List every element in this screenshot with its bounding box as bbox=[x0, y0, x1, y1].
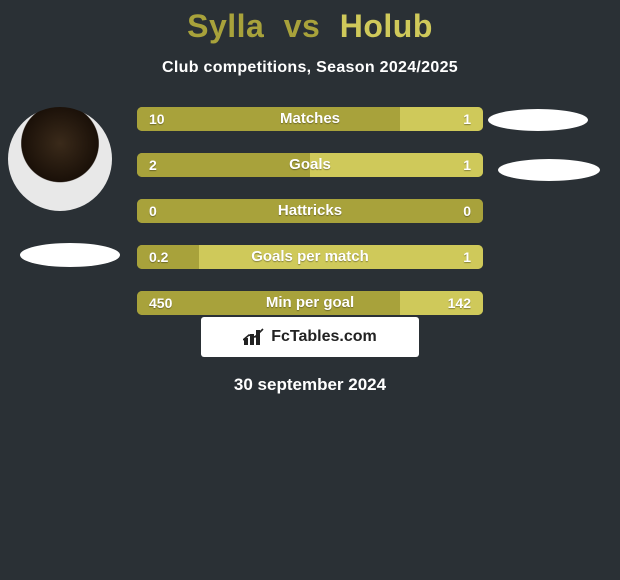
title-player2: Holub bbox=[340, 8, 433, 44]
bar-chart-icon bbox=[243, 328, 265, 346]
comparison-bars: 101Matches 21Goals 00Hattricks 0.21Goals pe… bbox=[137, 107, 483, 315]
date-label: 30 september 2024 bbox=[0, 375, 620, 395]
branding-text: FcTables.com bbox=[271, 328, 377, 346]
avatar-player1 bbox=[8, 107, 112, 211]
title-player1: Sylla bbox=[187, 8, 264, 44]
stat-row: 450142Min per goal bbox=[137, 291, 483, 315]
name-pill-player2-top bbox=[488, 109, 588, 131]
title-vs: vs bbox=[284, 8, 321, 44]
stat-row: 00Hattricks bbox=[137, 199, 483, 223]
comparison-card: Sylla vs Holub Club competitions, Season… bbox=[0, 0, 620, 395]
stat-row: 101Matches bbox=[137, 107, 483, 131]
stat-label: Min per goal bbox=[137, 291, 483, 315]
stat-row: 21Goals bbox=[137, 153, 483, 177]
name-pill-player1 bbox=[20, 243, 120, 267]
name-pill-player2-mid bbox=[498, 159, 600, 181]
stat-label: Hattricks bbox=[137, 199, 483, 223]
subtitle: Club competitions, Season 2024/2025 bbox=[0, 59, 620, 77]
stat-label: Matches bbox=[137, 107, 483, 131]
avatar-placeholder bbox=[8, 107, 112, 211]
branding-badge: FcTables.com bbox=[201, 317, 419, 357]
stat-label: Goals bbox=[137, 153, 483, 177]
stat-row: 0.21Goals per match bbox=[137, 245, 483, 269]
page-title: Sylla vs Holub bbox=[0, 0, 620, 45]
stat-label: Goals per match bbox=[137, 245, 483, 269]
